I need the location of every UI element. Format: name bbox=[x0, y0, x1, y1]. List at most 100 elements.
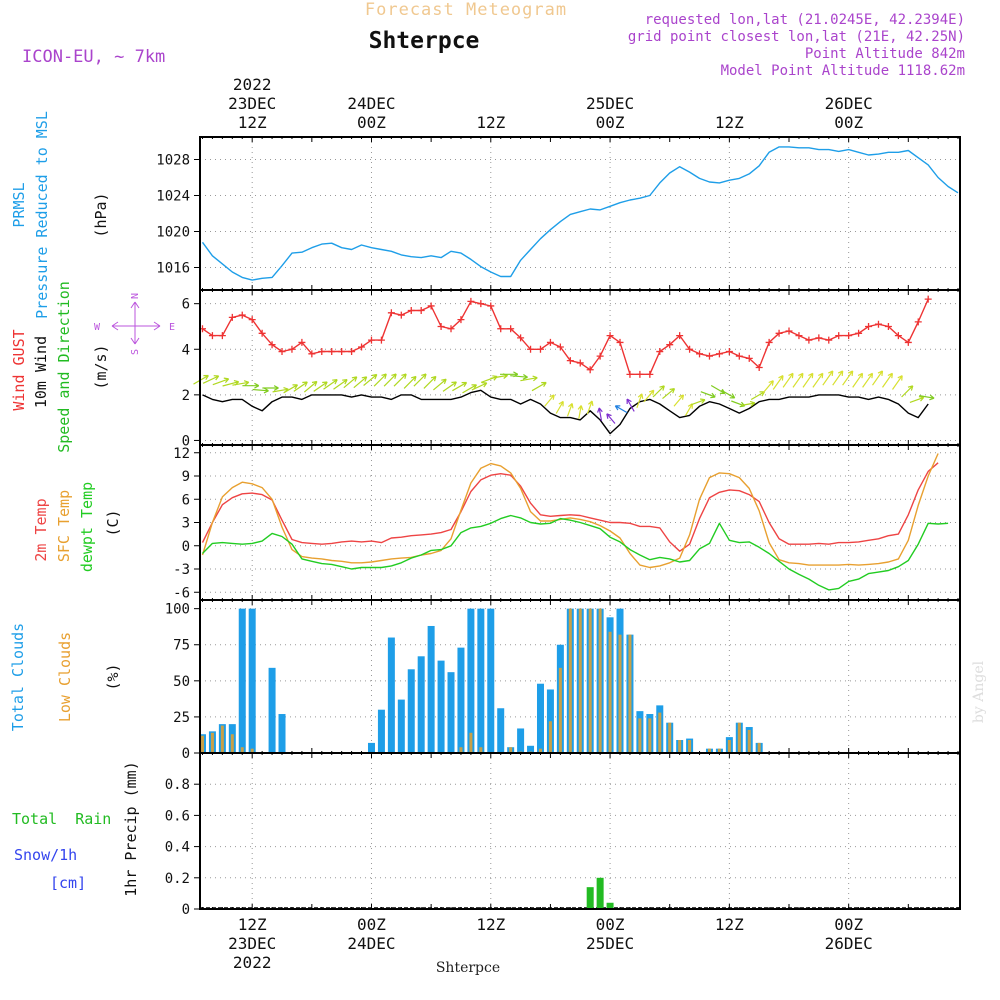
low-clouds-bar bbox=[737, 722, 741, 753]
precip-panel: 0 0.2 0.4 0.6 0.8 bbox=[165, 752, 961, 918]
gust-marker bbox=[417, 307, 425, 315]
gust-marker bbox=[318, 348, 326, 356]
gust-marker bbox=[894, 332, 902, 340]
wind-arrow bbox=[252, 387, 269, 394]
wind-arrow bbox=[842, 370, 854, 386]
gust-marker bbox=[805, 336, 813, 344]
pressure-line bbox=[201, 146, 959, 281]
wind-arrow bbox=[700, 391, 716, 399]
bottom-axis-label: 12Z bbox=[238, 915, 267, 934]
low-clouds-bar bbox=[668, 722, 672, 753]
wind-arrow bbox=[901, 385, 914, 398]
gust-marker bbox=[874, 320, 882, 328]
precip-axis-label: 1hr Precip (mm) bbox=[122, 761, 140, 896]
gust-marker bbox=[815, 334, 823, 342]
low-clouds-bar bbox=[459, 747, 463, 753]
gust-marker bbox=[626, 370, 634, 378]
wind-arrow bbox=[872, 370, 884, 386]
total-clouds-bar bbox=[278, 714, 286, 753]
total-clouds-bar bbox=[497, 708, 505, 753]
top-axis-label: 12Z bbox=[238, 113, 267, 132]
sfc-temp-line bbox=[201, 453, 939, 569]
wind-arrow bbox=[691, 398, 706, 406]
wind-arrow bbox=[822, 370, 834, 386]
wind-arrow bbox=[626, 398, 635, 412]
gust-marker bbox=[208, 332, 216, 340]
total-clouds-bar bbox=[477, 608, 485, 753]
total-clouds-bar bbox=[536, 683, 544, 753]
gust-marker bbox=[268, 341, 276, 349]
model-altitude: Model Point Altitude 1118.62m bbox=[721, 63, 965, 79]
total-clouds-label: Total Clouds bbox=[9, 623, 27, 731]
wind-arrow bbox=[721, 389, 736, 399]
low-clouds-bar bbox=[578, 608, 582, 753]
gust-marker bbox=[218, 332, 226, 340]
y-tick-label: 1020 bbox=[156, 225, 190, 241]
top-axis-label: 25DEC bbox=[586, 94, 634, 113]
top-axis-label: 00Z bbox=[596, 113, 625, 132]
y-tick-label: 3 bbox=[182, 516, 190, 532]
total-clouds-bar bbox=[447, 672, 455, 753]
total-clouds-bar bbox=[457, 647, 465, 753]
wind-arrow bbox=[919, 394, 935, 401]
y-tick-label: 0 bbox=[182, 902, 190, 918]
gust-marker bbox=[775, 329, 783, 337]
y-tick-label: 0.4 bbox=[165, 840, 190, 856]
low-clouds-bar bbox=[747, 729, 751, 753]
low-clouds-bar bbox=[628, 634, 632, 753]
gust-marker bbox=[258, 329, 266, 337]
wind-arrow bbox=[909, 396, 925, 403]
y-tick-label: 1016 bbox=[156, 261, 190, 277]
gust-marker bbox=[696, 350, 704, 358]
wind-arrow bbox=[731, 400, 746, 408]
y-tick-label: 6 bbox=[182, 297, 190, 313]
low-clouds-bar bbox=[469, 732, 473, 753]
gust-marker bbox=[278, 348, 286, 356]
wind-arrow bbox=[423, 375, 437, 389]
low-clouds-bar bbox=[548, 721, 552, 753]
wind-arrow bbox=[832, 370, 844, 386]
wind-arrow bbox=[662, 388, 676, 400]
low-clouds-bar bbox=[707, 748, 711, 753]
grid-point-coordinates: grid point closest lon,lat (21E, 42.25N) bbox=[628, 29, 965, 45]
compass-w: W bbox=[94, 322, 101, 333]
gust-marker bbox=[298, 338, 306, 346]
wind-arrow bbox=[531, 381, 547, 392]
wind-arrow bbox=[202, 375, 220, 384]
temperature-panel: -6 -3 0 3 6 9 12 bbox=[173, 444, 961, 601]
requested-coordinates: requested lon,lat (21.0245E, 42.2394E) bbox=[645, 12, 965, 28]
wind-arrow bbox=[222, 380, 240, 387]
gust-marker bbox=[884, 322, 892, 330]
gust-marker bbox=[686, 345, 694, 353]
low-clouds-bar bbox=[608, 631, 612, 753]
low-clouds-bar bbox=[210, 732, 214, 753]
model-label: ICON-EU, ~ 7km bbox=[22, 47, 165, 67]
wind-arrow bbox=[520, 375, 538, 382]
top-axis-label: 23DEC bbox=[228, 94, 276, 113]
wind-arrow bbox=[433, 378, 447, 391]
top-axis-label: 00Z bbox=[357, 113, 386, 132]
gust-marker bbox=[377, 336, 385, 344]
gust-marker bbox=[636, 370, 644, 378]
wind-arrow bbox=[442, 381, 457, 392]
low-clouds-bar bbox=[648, 718, 652, 753]
wind-arrow bbox=[212, 377, 230, 386]
gust-marker bbox=[427, 302, 435, 310]
wind-arrow bbox=[652, 385, 665, 398]
y-tick-label: 9 bbox=[182, 469, 190, 485]
gust-marker bbox=[566, 357, 574, 365]
temp-unit: (C) bbox=[104, 509, 122, 536]
bottom-axis-label: 26DEC bbox=[825, 934, 873, 953]
wind-arrow bbox=[403, 375, 417, 389]
low-clouds-bar bbox=[588, 608, 592, 753]
wind-arrow bbox=[710, 384, 726, 395]
gust-marker bbox=[328, 348, 336, 356]
wind-arrow bbox=[762, 380, 774, 394]
total-clouds-bar bbox=[238, 608, 246, 753]
y-tick-label: 75 bbox=[173, 638, 190, 654]
gust-marker bbox=[447, 325, 455, 333]
gust-marker bbox=[795, 332, 803, 340]
low-clouds-bar bbox=[658, 712, 662, 753]
wind-arrow bbox=[363, 373, 378, 386]
